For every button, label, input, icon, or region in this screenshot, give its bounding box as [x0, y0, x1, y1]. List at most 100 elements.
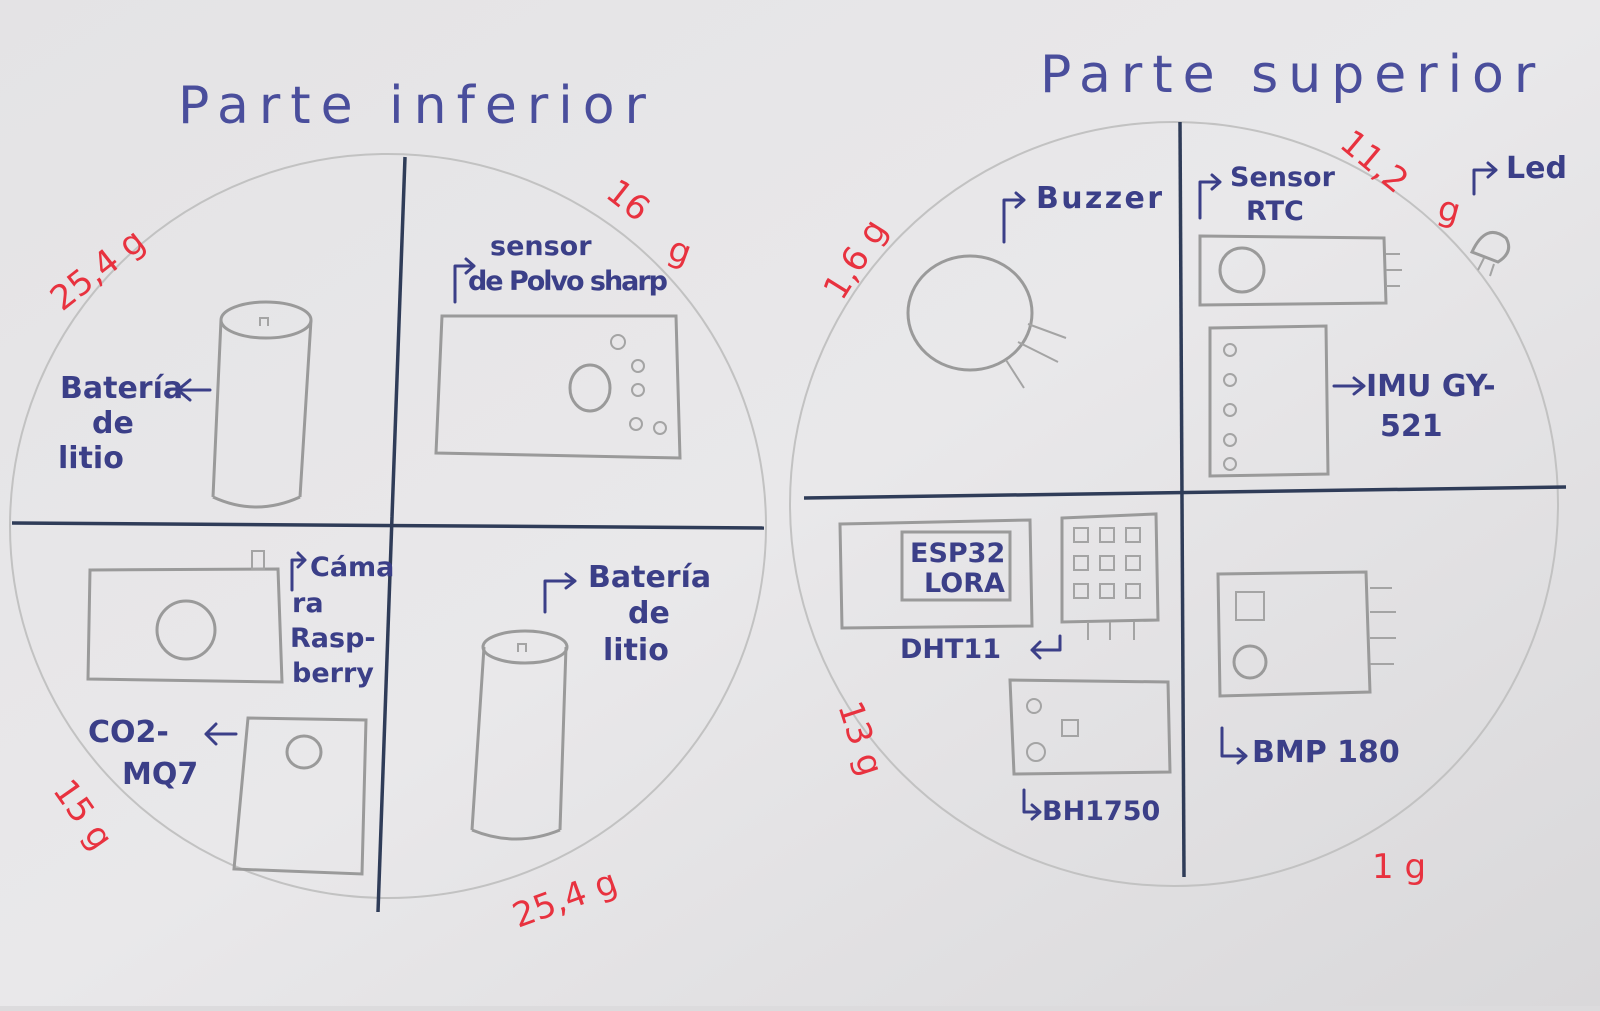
- arrow-left-icon: [204, 722, 238, 746]
- dht11-grid-cell: [1073, 583, 1089, 599]
- dust-sensor-hole: [610, 334, 626, 350]
- upper-bh1750: [1008, 678, 1172, 776]
- camera-label-2: ra: [292, 588, 324, 619]
- imu-pin: [1223, 403, 1237, 417]
- dust-sensor-pin: [631, 383, 645, 397]
- imu-pin: [1223, 457, 1237, 471]
- rtc-pins: [1386, 253, 1402, 287]
- dht11-grid-cell: [1125, 527, 1141, 543]
- imu-label-2: 521: [1380, 409, 1443, 444]
- upper-divider-vertical: [1178, 121, 1186, 878]
- upper-led: [1469, 230, 1511, 277]
- dht11-grid-cell: [1125, 555, 1141, 571]
- title-lower: Parte inferior: [178, 76, 656, 136]
- co2-sensor-board: [232, 716, 368, 876]
- bh1750-sensor: [1061, 719, 1079, 737]
- bmp180-board: [1216, 570, 1372, 698]
- esp32-board: [838, 518, 1034, 630]
- camera-lens: [155, 599, 217, 661]
- lower-camera: [86, 550, 284, 684]
- lower-battery-left-label-2: de: [92, 406, 134, 441]
- lower-divider-horizontal: [11, 521, 765, 530]
- arrow-corner-icon: [1220, 726, 1248, 765]
- dht11-grid-cell: [1099, 583, 1115, 599]
- bh1750-hole: [1026, 698, 1042, 714]
- title-upper: Parte superior: [1040, 45, 1545, 105]
- camera-label-3: Rasp-: [290, 623, 376, 654]
- rtc-label-2: RTC: [1246, 196, 1304, 227]
- led-bulb: [1469, 230, 1511, 264]
- dht11-body: [1060, 512, 1160, 624]
- lower-dust-sensor: [434, 314, 682, 460]
- dust-sensor-lens: [568, 363, 612, 413]
- arrow-corner-icon: [1022, 788, 1042, 821]
- lower-battery-left-label-1: Batería: [60, 371, 183, 406]
- esp32-chip: [900, 530, 1012, 602]
- bmp180-hole: [1232, 644, 1268, 680]
- lower-divider-vertical-top: [390, 156, 407, 518]
- rtc-board: [1198, 234, 1388, 307]
- arrow-corner-icon: [290, 551, 307, 592]
- dht11-grid-cell: [1073, 555, 1089, 571]
- battery-body: [470, 646, 568, 841]
- lower-battery-left: [211, 300, 313, 509]
- arrow-corner-icon: [1198, 173, 1222, 220]
- imu-board: [1208, 324, 1330, 478]
- dust-sensor-pin: [653, 421, 667, 435]
- dht11-grid-cell: [1099, 527, 1115, 543]
- co2-label-1: CO2-: [88, 715, 169, 750]
- dht11-grid-cell: [1073, 527, 1089, 543]
- dht11-grid-cell: [1099, 555, 1115, 571]
- arrow-corner-icon: [1472, 161, 1498, 196]
- upper-rtc-module: [1198, 234, 1402, 307]
- bmp180-pins: [1370, 587, 1396, 665]
- lower-battery-right-label-3: litio: [603, 633, 669, 668]
- arrow-left-icon: [176, 378, 212, 402]
- upper-bmp180: [1216, 570, 1396, 698]
- camera-label-1: Cáma: [310, 552, 394, 583]
- arrow-corner-icon: [1002, 191, 1026, 244]
- bmp180-weight: 1 g: [1372, 847, 1426, 887]
- upper-dht11: [1060, 512, 1160, 640]
- led-label: Led: [1506, 151, 1567, 186]
- esp32-label-2: LORA: [924, 568, 1005, 599]
- dust-sensor-pin: [631, 359, 645, 373]
- rtc-battery: [1218, 246, 1266, 294]
- lower-dust-sensor-label-1: sensor: [490, 231, 592, 262]
- battery-body: [211, 319, 313, 509]
- bh1750-hole: [1026, 742, 1046, 762]
- dht11-legs: [1087, 622, 1135, 640]
- imu-label-1: IMU GY-: [1366, 369, 1496, 404]
- arrow-return-icon: [1030, 634, 1062, 660]
- dht11-grid-cell: [1125, 583, 1141, 599]
- lower-battery-right: [470, 629, 569, 841]
- upper-circle-outline: [789, 121, 1559, 887]
- lower-battery-right-label-2: de: [628, 596, 670, 631]
- arrow-corner-icon: [543, 572, 577, 614]
- upper-esp32-lora: [838, 518, 1034, 630]
- co2-sensor-dome: [285, 734, 323, 770]
- imu-pin: [1223, 373, 1237, 387]
- buzzer-legs: [1005, 323, 1067, 389]
- lower-divider-vertical-bottom: [376, 516, 394, 913]
- bmp180-chip: [1235, 591, 1265, 621]
- lower-dust-sensor-label-2: de Polvo sharp: [468, 266, 668, 297]
- lower-battery-left-label-3: litio: [58, 441, 124, 476]
- lower-co2-sensor: [232, 716, 368, 876]
- camera-connector: [251, 550, 265, 570]
- arrow-right-icon: [1332, 376, 1366, 396]
- dust-sensor-board: [434, 314, 682, 460]
- battery-terminal: [517, 643, 527, 652]
- upper-buzzer: [906, 254, 1067, 389]
- upper-imu-module: [1208, 324, 1330, 478]
- esp32-label-1: ESP32: [910, 538, 1005, 569]
- upper-divider-horizontal: [803, 485, 1567, 500]
- camera-label-4: berry: [292, 658, 374, 689]
- imu-pin: [1223, 343, 1237, 357]
- bh1750-board: [1008, 678, 1172, 776]
- buzzer-label: Buzzer: [1036, 181, 1162, 216]
- rtc-label-1: Sensor: [1230, 162, 1336, 193]
